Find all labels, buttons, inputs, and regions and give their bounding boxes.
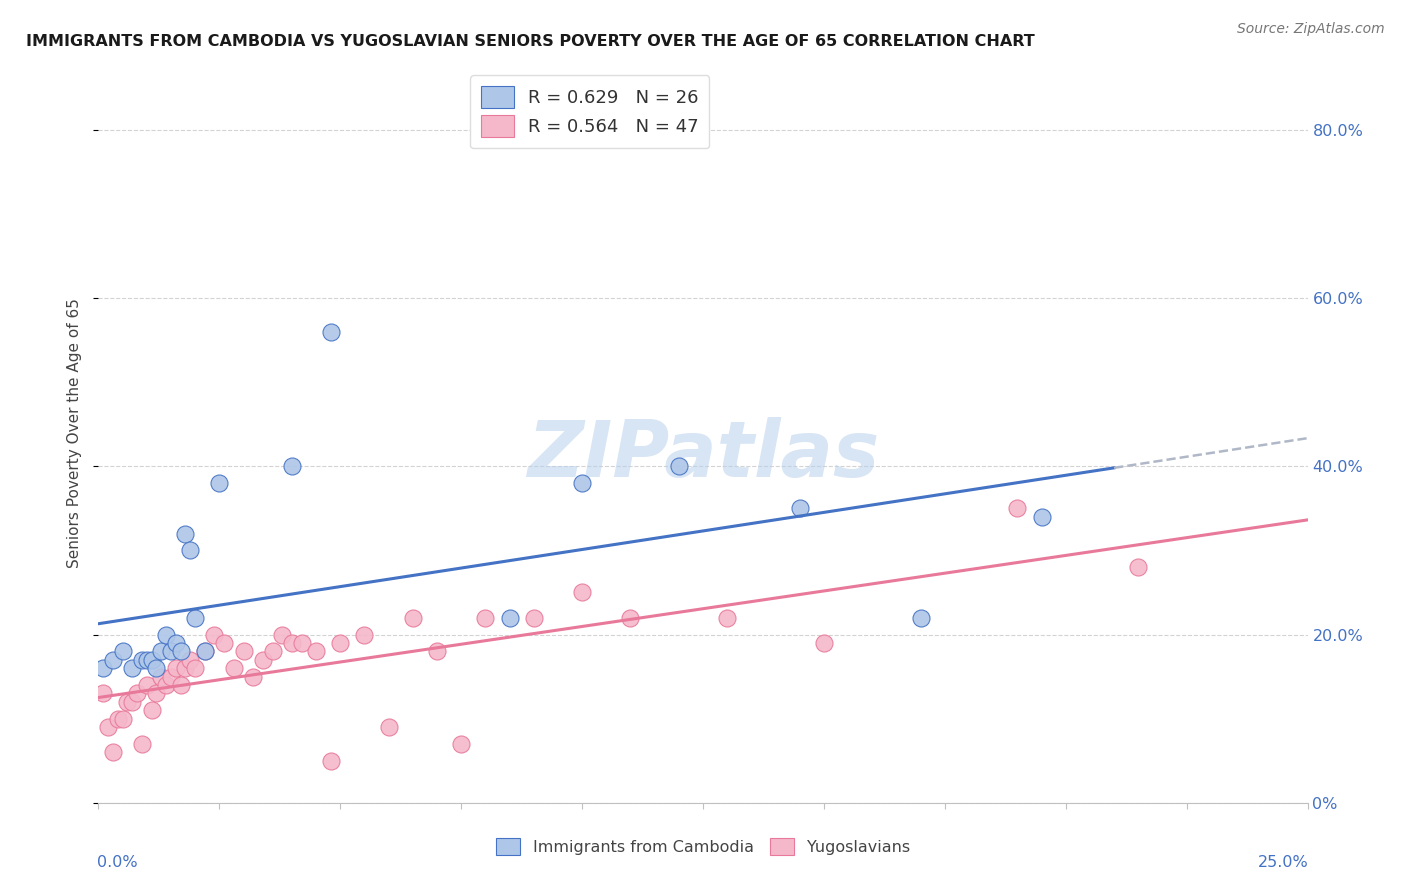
Point — [450, 737, 472, 751]
Point — [150, 644, 173, 658]
Legend: Immigrants from Cambodia, Yugoslavians: Immigrants from Cambodia, Yugoslavians — [489, 832, 917, 862]
Point — [290, 636, 312, 650]
Point — [91, 661, 114, 675]
Point — [160, 644, 183, 658]
Point — [281, 459, 304, 474]
Point — [169, 678, 191, 692]
Text: ZIPatlas: ZIPatlas — [527, 417, 879, 493]
Point — [426, 644, 449, 658]
Point — [107, 712, 129, 726]
Point — [184, 661, 207, 675]
Point — [668, 459, 690, 474]
Point — [252, 653, 274, 667]
Point — [377, 720, 399, 734]
Point — [571, 476, 593, 491]
Point — [131, 737, 153, 751]
Point — [1007, 501, 1029, 516]
Point — [127, 686, 149, 700]
Point — [174, 526, 197, 541]
Point — [131, 653, 153, 667]
Point — [523, 610, 546, 624]
Text: Source: ZipAtlas.com: Source: ZipAtlas.com — [1237, 22, 1385, 37]
Point — [194, 644, 217, 658]
Point — [789, 501, 811, 516]
Point — [281, 636, 304, 650]
Point — [208, 476, 231, 491]
Point — [145, 661, 167, 675]
Point — [155, 627, 177, 641]
Point — [135, 678, 157, 692]
Point — [498, 610, 520, 624]
Point — [160, 670, 183, 684]
Point — [319, 754, 342, 768]
Point — [117, 695, 139, 709]
Point — [165, 636, 187, 650]
Point — [101, 745, 124, 759]
Point — [222, 661, 245, 675]
Point — [716, 610, 738, 624]
Text: 0.0%: 0.0% — [97, 855, 138, 870]
Point — [97, 720, 120, 734]
Point — [271, 627, 294, 641]
Point — [194, 644, 217, 658]
Point — [169, 644, 191, 658]
Point — [910, 610, 932, 624]
Point — [305, 644, 328, 658]
Text: IMMIGRANTS FROM CAMBODIA VS YUGOSLAVIAN SENIORS POVERTY OVER THE AGE OF 65 CORRE: IMMIGRANTS FROM CAMBODIA VS YUGOSLAVIAN … — [25, 34, 1035, 49]
Point — [319, 325, 342, 339]
Point — [101, 653, 124, 667]
Point — [262, 644, 284, 658]
Point — [813, 636, 835, 650]
Point — [474, 610, 496, 624]
Point — [1128, 560, 1150, 574]
Point — [179, 653, 201, 667]
Point — [141, 703, 163, 717]
Point — [204, 627, 226, 641]
Point — [1031, 509, 1053, 524]
Point — [174, 661, 197, 675]
Point — [111, 644, 134, 658]
Point — [141, 653, 163, 667]
Point — [165, 661, 187, 675]
Text: 25.0%: 25.0% — [1258, 855, 1309, 870]
Point — [155, 678, 177, 692]
Point — [184, 610, 207, 624]
Point — [212, 636, 235, 650]
Point — [121, 661, 143, 675]
Point — [121, 695, 143, 709]
Point — [135, 653, 157, 667]
Point — [111, 712, 134, 726]
Point — [329, 636, 352, 650]
Point — [242, 670, 264, 684]
Point — [91, 686, 114, 700]
Point — [232, 644, 254, 658]
Point — [571, 585, 593, 599]
Point — [402, 610, 425, 624]
Point — [179, 543, 201, 558]
Y-axis label: Seniors Poverty Over the Age of 65: Seniors Poverty Over the Age of 65 — [67, 298, 83, 567]
Point — [145, 686, 167, 700]
Point — [150, 670, 173, 684]
Point — [619, 610, 641, 624]
Point — [353, 627, 375, 641]
